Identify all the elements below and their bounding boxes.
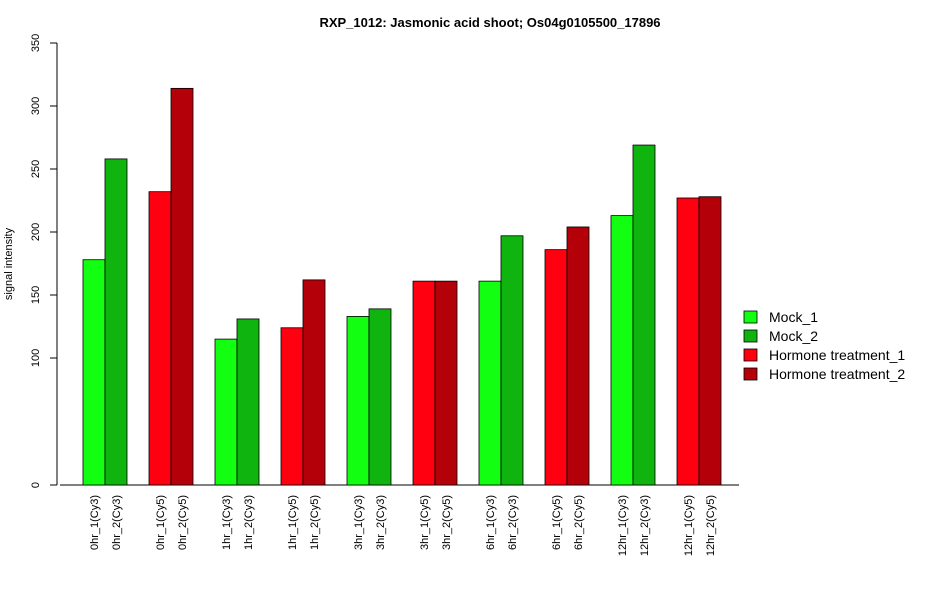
x-tick-label: 12hr_2(Cy3) xyxy=(639,495,651,556)
legend-swatch xyxy=(743,348,758,362)
bar xyxy=(104,158,128,486)
x-tick-label: 6hr_2(Cy3) xyxy=(507,495,519,550)
y-tick-label: 250 xyxy=(30,160,42,178)
x-tick-label: 1hr_1(Cy3) xyxy=(221,495,233,550)
y-axis: 0 100 150 200 250 300 350 xyxy=(30,34,58,488)
bar xyxy=(148,191,172,486)
y-tick-label: 350 xyxy=(30,34,42,52)
bar xyxy=(610,215,634,486)
x-tick-label: 1hr_2(Cy5) xyxy=(309,495,321,550)
y-tick-label: 100 xyxy=(30,349,42,367)
bar xyxy=(170,87,194,486)
x-tick-label: 12hr_1(Cy5) xyxy=(683,495,695,556)
y-tick-label: 150 xyxy=(30,286,42,304)
bar xyxy=(346,316,370,486)
legend-swatch xyxy=(743,310,758,324)
legend-label: Hormone treatment_1 xyxy=(769,347,905,363)
legend-swatch xyxy=(743,367,758,381)
bar xyxy=(478,280,502,486)
x-tick-label: 3hr_2(Cy5) xyxy=(441,495,453,550)
bar xyxy=(544,249,568,486)
x-tick-label: 1hr_2(Cy3) xyxy=(243,495,255,550)
x-tick-label: 1hr_1(Cy5) xyxy=(287,495,299,550)
x-tick-label: 6hr_1(Cy5) xyxy=(551,495,563,550)
bar xyxy=(676,197,700,486)
bar xyxy=(434,280,458,486)
y-tick-label: 200 xyxy=(30,223,42,241)
bar xyxy=(280,327,304,486)
legend-swatch xyxy=(743,329,758,343)
bar xyxy=(500,235,524,486)
x-tick-label: 0hr_2(Cy3) xyxy=(111,495,123,550)
x-tick-label: 6hr_1(Cy3) xyxy=(485,495,497,550)
chart-title: RXP_1012: Jasmonic acid shoot; Os04g0105… xyxy=(319,15,660,30)
x-tick-label: 12hr_2(Cy5) xyxy=(705,495,717,556)
x-tick-label: 3hr_1(Cy5) xyxy=(419,495,431,550)
bar xyxy=(236,318,260,486)
bar xyxy=(632,144,656,486)
legend: Mock_1 Mock_2 Hormone treatment_1 Hormone t… xyxy=(743,309,905,382)
bar xyxy=(566,226,590,486)
bar xyxy=(368,308,392,486)
x-tick-label: 3hr_1(Cy3) xyxy=(353,495,365,550)
bar xyxy=(412,280,436,486)
bars xyxy=(82,87,722,486)
bar xyxy=(82,259,106,486)
legend-label: Mock_1 xyxy=(769,309,818,325)
bar xyxy=(302,279,326,486)
x-tick-label: 0hr_2(Cy5) xyxy=(177,495,189,550)
x-tick-label: 0hr_1(Cy5) xyxy=(155,495,167,550)
legend-label: Hormone treatment_2 xyxy=(769,366,905,382)
y-tick-label: 300 xyxy=(30,97,42,115)
x-tick-labels: 0hr_1(Cy3) 0hr_2(Cy3) 0hr_1(Cy5) 0hr_2(Cy5)… xyxy=(89,495,717,556)
y-axis-label: signal intensity xyxy=(3,227,15,300)
x-tick-label: 0hr_1(Cy3) xyxy=(89,495,101,550)
legend-label: Mock_2 xyxy=(769,328,818,344)
x-tick-label: 3hr_2(Cy3) xyxy=(375,495,387,550)
bar xyxy=(698,196,722,486)
x-tick-label: 6hr_2(Cy5) xyxy=(573,495,585,550)
y-tick-label: 0 xyxy=(30,482,42,488)
x-tick-label: 12hr_1(Cy3) xyxy=(617,495,629,556)
bar xyxy=(214,338,238,486)
